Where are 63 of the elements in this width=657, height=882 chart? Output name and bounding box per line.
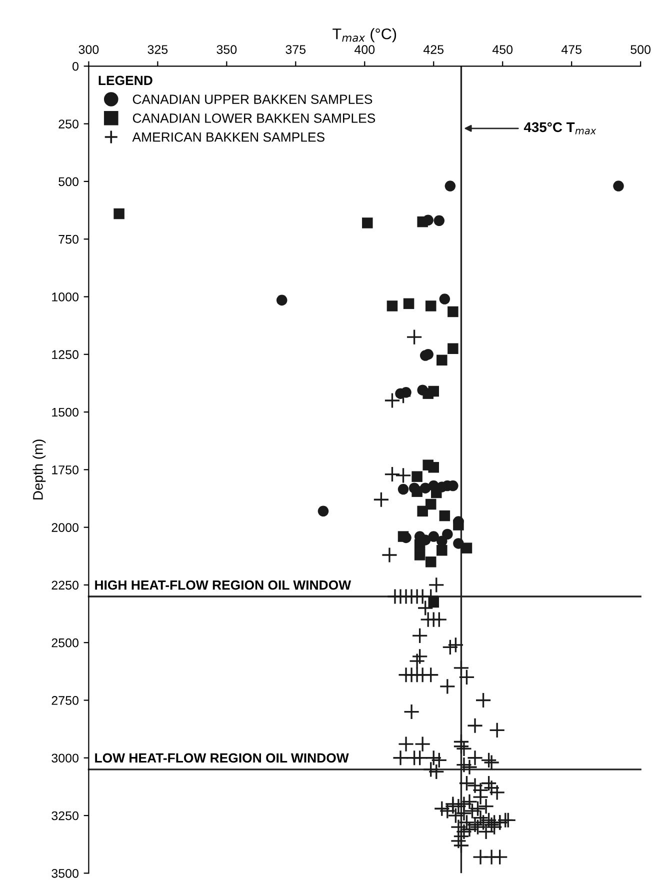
y-tick-label: 3500 (52, 868, 78, 878)
point (412, 486, 422, 497)
x-tick-label: 475 (561, 45, 582, 54)
y-tick-label: 1250 (52, 350, 78, 360)
point (414, 550, 426, 560)
point (318, 506, 329, 517)
point (425, 556, 436, 568)
point (398, 484, 409, 495)
y-tick-label: 2000 (52, 523, 78, 532)
x-tick-label: 375 (286, 45, 306, 54)
point (436, 354, 448, 366)
point (448, 343, 458, 354)
point (442, 528, 453, 540)
y-tick-label: 2250 (52, 580, 78, 590)
x-tick-label: 350 (216, 45, 237, 54)
point (417, 506, 428, 517)
point (461, 542, 472, 554)
y-tick-label: 1500 (52, 408, 78, 417)
x-tick-label: 500 (630, 45, 651, 54)
point (398, 531, 409, 542)
y-tick-label: 3000 (52, 754, 78, 763)
point (428, 386, 439, 397)
point (425, 300, 436, 312)
point (114, 208, 124, 220)
y-tick-label: 3250 (52, 811, 78, 820)
y-tick-label: 1750 (52, 465, 78, 474)
x-axis-title: T$_{max}$ (°C) (332, 28, 396, 42)
ref-line-label: HIGH HEAT-FLOW REGION OIL WINDOW (95, 580, 352, 590)
point (444, 180, 456, 192)
ref-line-label: 435°C T$_{max}$ (524, 122, 596, 134)
legend-label: AMERICAN BAKKEN SAMPLES (132, 132, 324, 142)
point (436, 544, 448, 556)
point (439, 294, 450, 304)
y-tick-label: 750 (58, 234, 78, 244)
legend-label: CANADIAN LOWER BAKKEN SAMPLES (132, 114, 376, 123)
point (439, 510, 450, 522)
point (613, 180, 624, 192)
point (386, 300, 398, 312)
point (417, 216, 428, 228)
y-tick-label: 1000 (52, 292, 78, 302)
x-tick-label: 325 (148, 45, 168, 54)
x-tick-label: 450 (492, 45, 513, 54)
point (453, 520, 464, 530)
ref-line-label: LOW HEAT-FLOW REGION OIL WINDOW (95, 753, 349, 763)
point (434, 215, 445, 226)
legend-label: CANADIAN UPPER BAKKEN SAMPLES (132, 94, 372, 104)
y-tick-label: 2500 (52, 638, 78, 648)
point (412, 471, 422, 482)
x-tick-label: 425 (423, 45, 444, 54)
point (422, 460, 434, 470)
x-tick-label: 300 (78, 45, 99, 54)
point (362, 218, 373, 228)
point (414, 539, 426, 550)
y-tick-label: 500 (58, 177, 78, 186)
y-axis-title: Depth (m) (32, 440, 46, 500)
x-tick-label: 400 (354, 45, 375, 54)
legend-title: LEGEND (98, 76, 152, 86)
point (276, 294, 288, 306)
y-tick-label: 2750 (52, 696, 78, 705)
point (403, 298, 414, 310)
y-tick-label: 250 (58, 120, 78, 128)
point (448, 306, 458, 318)
y-tick-label: 0 (72, 62, 78, 71)
